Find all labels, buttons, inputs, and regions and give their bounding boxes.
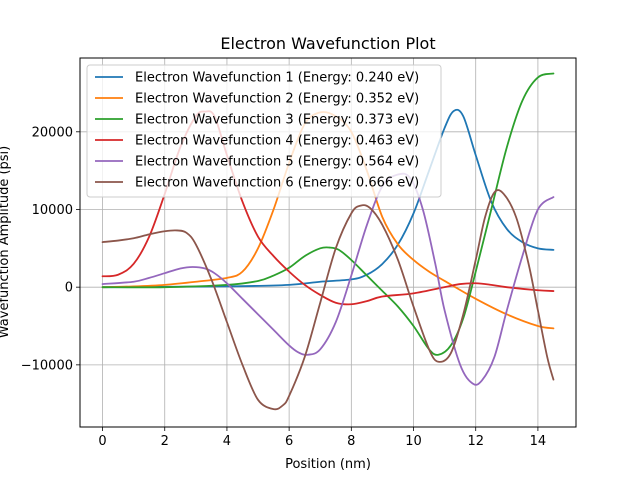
legend-box — [86, 64, 442, 198]
y-tick-label: 0 — [65, 281, 73, 296]
x-tick-label: 6 — [285, 434, 293, 449]
x-tick-label: 14 — [530, 434, 547, 449]
x-tick-label: 8 — [347, 434, 355, 449]
chart-title: Electron Wavefunction Plot — [220, 34, 435, 53]
legend-label-5: Electron Wavefunction 5 (Energy: 0.564 e… — [135, 155, 419, 170]
legend: Electron Wavefunction 1 (Energy: 0.240 e… — [86, 64, 442, 198]
x-tick-label: 4 — [223, 434, 231, 449]
legend-label-2: Electron Wavefunction 2 (Energy: 0.352 e… — [135, 92, 419, 107]
legend-label-4: Electron Wavefunction 4 (Energy: 0.463 e… — [135, 134, 419, 149]
x-tick-label: 0 — [98, 434, 106, 449]
x-tick-label: 2 — [161, 434, 169, 449]
tick-layer: 0 2 4 6 8 10 12 14 −10000 0 10000 20000 — [21, 125, 546, 449]
series-line-5 — [101, 172, 555, 386]
legend-label-6: Electron Wavefunction 6 (Energy: 0.666 e… — [135, 176, 419, 191]
series-line-6 — [101, 189, 555, 411]
plot-frame — [79, 57, 577, 428]
x-axis-label: Position (nm) — [285, 457, 371, 472]
y-tick-label: 10000 — [32, 203, 73, 218]
legend-label-3: Electron Wavefunction 3 (Energy: 0.373 e… — [135, 113, 419, 128]
y-axis-label: Wavefunction Amplitude (psi) — [0, 146, 12, 338]
legend-label-1: Electron Wavefunction 1 (Energy: 0.240 e… — [135, 71, 419, 86]
x-tick-label: 12 — [467, 434, 484, 449]
y-tick-label: −10000 — [21, 358, 73, 373]
series-line-3 — [101, 72, 555, 356]
x-tick-label: 10 — [405, 434, 422, 449]
y-tick-label: 20000 — [32, 125, 73, 140]
